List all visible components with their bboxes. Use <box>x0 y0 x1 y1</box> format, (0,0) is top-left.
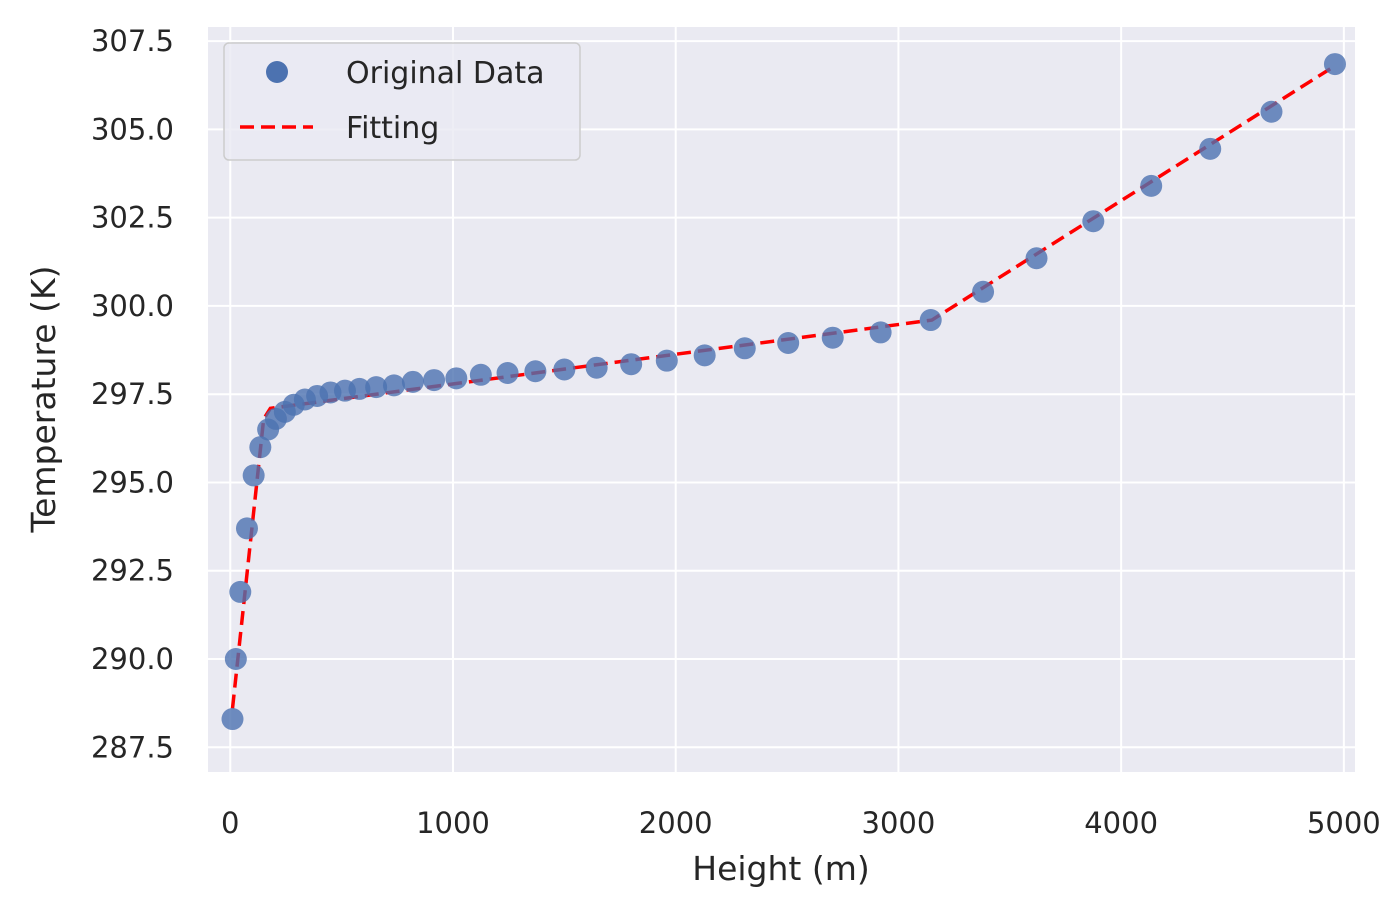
legend: Original Data Fitting <box>223 42 581 161</box>
x-tick-label: 4000 <box>1084 806 1158 840</box>
data-point <box>1140 174 1163 197</box>
fit-layer <box>230 64 1336 709</box>
y-tick-label: 290.0 <box>91 642 174 676</box>
y-tick-label: 295.0 <box>91 465 174 499</box>
fit-line <box>230 64 1336 709</box>
legend-box <box>223 42 581 161</box>
legend-label-original-data: Original Data <box>346 56 545 91</box>
points-layer <box>221 53 1346 731</box>
data-point <box>693 344 716 367</box>
data-point <box>224 648 247 671</box>
data-point <box>469 363 492 386</box>
data-point <box>620 353 643 376</box>
data-point <box>553 358 576 381</box>
data-point <box>1082 210 1105 233</box>
y-tick-label: 300.0 <box>91 289 174 323</box>
legend-point-marker <box>266 61 288 83</box>
x-tick-labels: 0 1000 2000 3000 4000 5000 <box>221 806 1381 840</box>
grid <box>208 27 1355 772</box>
data-point <box>445 367 468 390</box>
data-point <box>496 362 519 385</box>
y-axis-label: Temperature (K) <box>24 266 63 534</box>
x-tick-label: 5000 <box>1307 806 1381 840</box>
data-point <box>655 349 678 372</box>
y-tick-labels: 287.5 290.0 292.5 295.0 297.5 300.0 302.5 305.0… <box>91 24 174 764</box>
x-tick-label: 0 <box>221 806 239 840</box>
data-point <box>524 360 547 383</box>
y-tick-label: 302.5 <box>91 201 174 235</box>
data-point <box>821 326 844 349</box>
data-point <box>1323 53 1346 76</box>
data-point <box>919 309 942 332</box>
data-point <box>229 580 252 603</box>
data-point <box>348 377 371 400</box>
data-point <box>235 517 258 540</box>
y-tick-label: 292.5 <box>91 554 174 588</box>
data-point <box>1025 247 1048 270</box>
x-tick-label: 1000 <box>416 806 490 840</box>
data-point <box>221 708 244 731</box>
y-tick-label: 307.5 <box>91 24 174 58</box>
data-point <box>365 376 388 399</box>
data-point <box>869 321 892 344</box>
y-tick-label: 287.5 <box>91 730 174 764</box>
data-point <box>401 370 424 393</box>
data-point <box>423 369 446 392</box>
x-tick-label: 3000 <box>862 806 936 840</box>
x-axis-label: Height (m) <box>692 849 869 888</box>
data-point <box>242 464 265 487</box>
y-tick-label: 297.5 <box>91 377 174 411</box>
data-point <box>382 374 405 397</box>
legend-label-fitting: Fitting <box>346 111 439 146</box>
data-point <box>1199 137 1222 160</box>
x-tick-label: 2000 <box>639 806 713 840</box>
data-point <box>777 332 800 355</box>
data-point <box>972 280 995 303</box>
y-tick-label: 305.0 <box>91 112 174 146</box>
data-point <box>585 356 608 379</box>
data-point <box>249 436 272 459</box>
data-point <box>1260 100 1283 123</box>
data-point <box>733 337 756 360</box>
